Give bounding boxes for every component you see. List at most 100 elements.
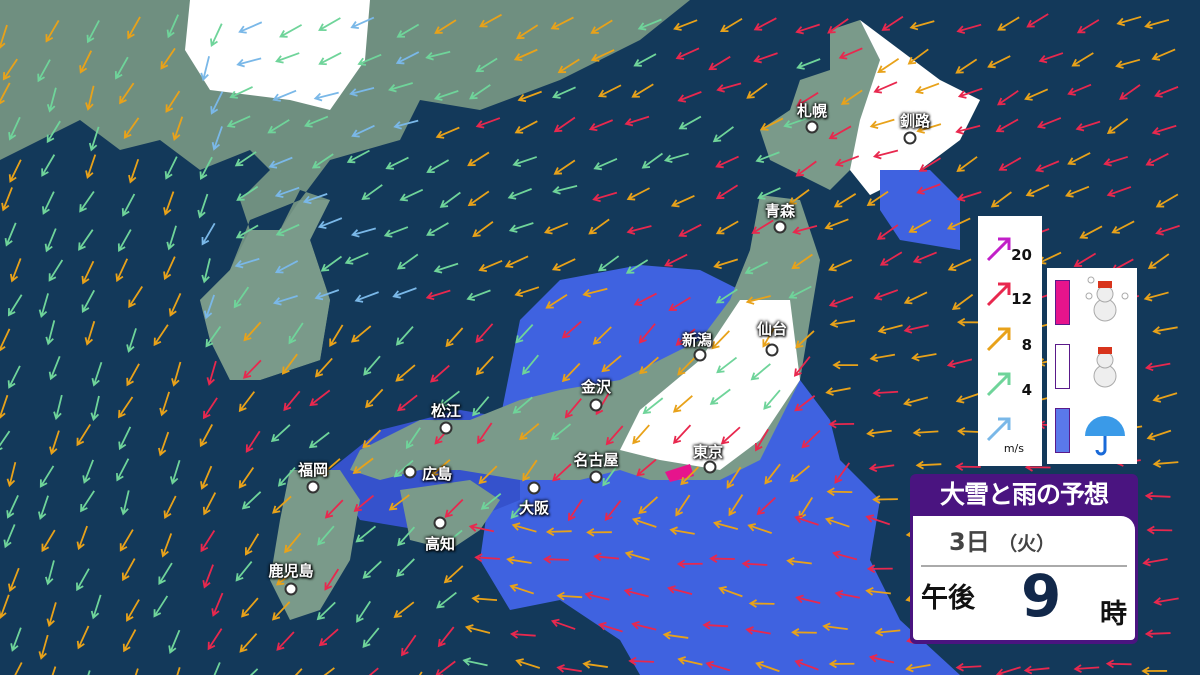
wind-arrow [38, 634, 49, 660]
wind-arrow [677, 656, 703, 666]
wind-arrow [205, 326, 222, 348]
wind-arrow [756, 187, 781, 200]
wind-arrow [624, 115, 650, 127]
wind-arrow [544, 222, 569, 235]
wind-arrow [82, 459, 94, 484]
wind-arrow [916, 183, 941, 195]
wind-arrow [677, 356, 696, 376]
wind-arrow [203, 294, 215, 320]
wind-arrow [1142, 557, 1168, 567]
wind-arrow [294, 668, 303, 675]
wind-arrow [210, 91, 224, 115]
wind-arrow [1073, 664, 1100, 673]
wind-arrow [631, 620, 657, 631]
wind-arrow [462, 657, 488, 667]
wind-arrow [238, 391, 256, 413]
wind-arrow [712, 126, 734, 143]
wind-arrow [593, 158, 618, 171]
wind-arrow [513, 48, 538, 62]
wind-arrow [1144, 19, 1170, 30]
wind-arrow [350, 16, 375, 30]
wind-arrow [163, 191, 175, 216]
wind-arrow [51, 666, 57, 675]
wind-arrow [317, 525, 335, 546]
wind-arrow [561, 320, 582, 339]
wind-arrow [4, 222, 17, 247]
wind-arrow [709, 554, 735, 564]
wind-arrow [388, 494, 410, 511]
wind-arrow [1064, 185, 1090, 198]
wind-arrow [81, 260, 95, 285]
wind-arrow [1076, 19, 1100, 34]
city-label: 金沢 [580, 378, 612, 396]
wind-arrow [284, 532, 302, 554]
wind-arrow [48, 259, 64, 282]
city-dot [284, 582, 298, 596]
wind-arrow [318, 17, 341, 31]
wind-arrow [828, 419, 855, 429]
wind-arrow [957, 87, 983, 99]
wind-arrow [313, 91, 339, 102]
wind-arrow [430, 459, 451, 477]
wind-arrow [1144, 491, 1171, 501]
wind-arrow [556, 591, 583, 601]
wind-arrow [545, 294, 568, 309]
wind-arrow [504, 255, 529, 269]
wind-arrow [747, 523, 772, 534]
wind-arrow [663, 152, 689, 164]
wind-arrow [121, 558, 136, 582]
wind-arrow [664, 253, 688, 267]
wind-arrow [39, 465, 55, 488]
wind-arrow [0, 82, 11, 105]
wind-arrow [168, 629, 181, 654]
wind-arrow [551, 258, 576, 271]
wind-arrow [400, 634, 417, 657]
wind-arrow [159, 391, 170, 417]
wind-arrow [392, 287, 417, 299]
wind-arrow [838, 47, 863, 60]
wind-arrow [436, 591, 457, 609]
wind-arrow [466, 289, 491, 301]
wind-arrow [873, 289, 899, 301]
wind-arrow [834, 462, 851, 484]
wind-arrow [795, 594, 821, 605]
wind-arrow [6, 495, 19, 519]
wind-arrow [357, 53, 382, 66]
wind-arrow [1119, 84, 1141, 100]
wind-arrow [955, 58, 978, 74]
wind-arrow [545, 527, 572, 537]
wind-arrow [211, 592, 224, 617]
wind-arrow [866, 564, 893, 574]
wind-arrow [753, 17, 777, 31]
wind-arrow [46, 87, 57, 113]
wind-arrow [200, 56, 210, 82]
wind-arrow [866, 428, 892, 438]
wind-arrow [791, 628, 817, 637]
rain-swatch [1055, 408, 1070, 453]
wind-arrow [567, 499, 583, 522]
wind-arrow [946, 358, 973, 369]
wind-arrow [243, 321, 262, 342]
precip-legend [1047, 268, 1137, 464]
snow-swatch [1055, 344, 1070, 389]
wind-arrow [552, 185, 578, 195]
wind-arrow [199, 424, 214, 448]
precip-icons [1085, 276, 1129, 456]
wind-arrow [90, 395, 100, 422]
wind-arrow [207, 628, 223, 651]
heavy-snow-swatch [1055, 280, 1070, 325]
umbrella-icon [1085, 416, 1125, 456]
wind-legend: 20 12 8 4 m/s [978, 216, 1042, 466]
wind-arrow [1155, 193, 1179, 208]
wind-arrow [464, 624, 491, 634]
wind-arrow [1, 187, 13, 212]
wind-arrow [118, 426, 132, 451]
wind-arrow [365, 388, 384, 409]
wind-arrow [796, 92, 819, 107]
wind-arrow [318, 628, 339, 647]
wind-arrow [868, 463, 895, 473]
land-korea [200, 200, 330, 380]
wind-arrow [590, 19, 613, 34]
wind-arrow [1152, 392, 1178, 403]
city-label: 鹿児島 [268, 562, 314, 580]
